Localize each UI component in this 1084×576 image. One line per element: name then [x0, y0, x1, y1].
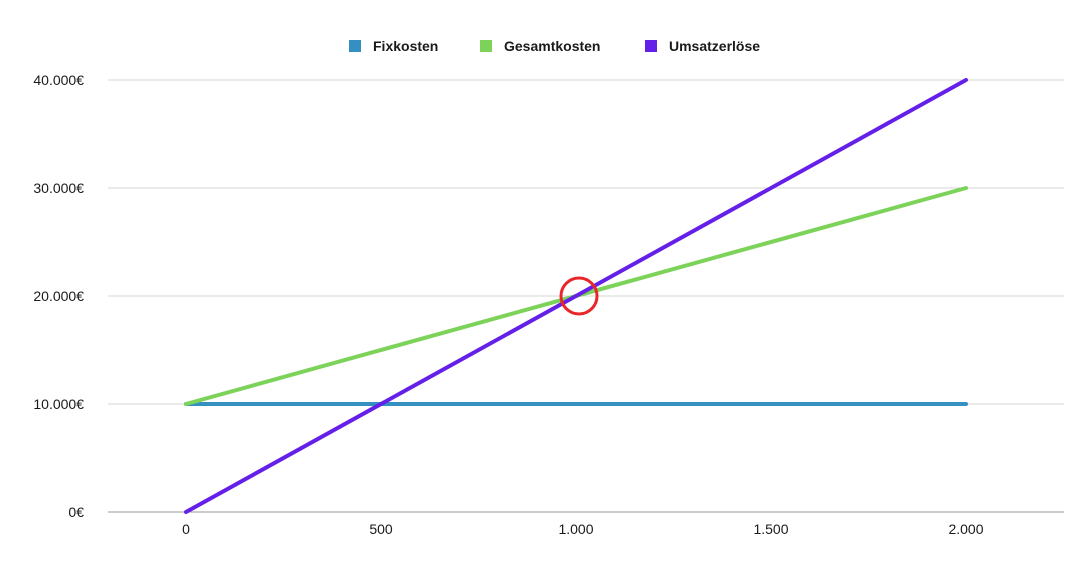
x-axis-ticks: 0 500 1.000 1.500 2.000 — [182, 521, 984, 537]
series-line-umsatzerlöse — [184, 78, 968, 514]
x-tick-label: 0 — [182, 521, 190, 537]
chart-legend: Fixkosten Gesamtkosten Umsatzerlöse — [349, 38, 760, 54]
legend-swatch — [480, 40, 492, 52]
legend-label: Fixkosten — [373, 38, 438, 54]
annotations — [559, 276, 599, 316]
series-lines — [184, 78, 968, 514]
gridlines — [108, 79, 1064, 513]
y-tick-label: 40.000€ — [33, 72, 84, 88]
y-tick-label: 20.000€ — [33, 288, 84, 304]
break-even-marker — [559, 276, 599, 316]
legend-label: Gesamtkosten — [504, 38, 600, 54]
y-axis-ticks: 0€ 10.000€ 20.000€ 30.000€ 40.000€ — [33, 72, 84, 520]
legend-swatch — [645, 40, 657, 52]
x-tick-label: 500 — [369, 521, 393, 537]
y-tick-label: 0€ — [68, 504, 84, 520]
x-tick-label: 1.000 — [558, 521, 593, 537]
x-tick-label: 2.000 — [948, 521, 983, 537]
legend-swatch — [349, 40, 361, 52]
legend-label: Umsatzerlöse — [669, 38, 760, 54]
y-tick-label: 30.000€ — [33, 180, 84, 196]
x-tick-label: 1.500 — [753, 521, 788, 537]
y-tick-label: 10.000€ — [33, 396, 84, 412]
